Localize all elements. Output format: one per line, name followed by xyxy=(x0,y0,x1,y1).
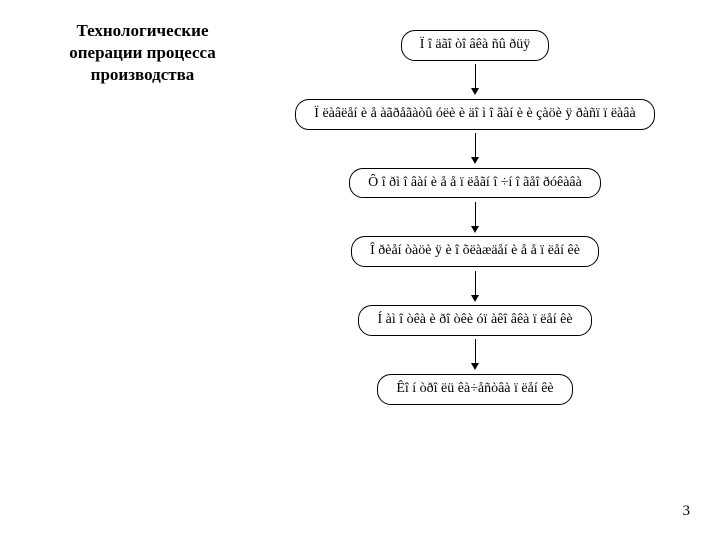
flow-step-3: Ô î ðì î âàí è å å ï ëåãí î ÷í î ãåî ðóê… xyxy=(349,168,601,199)
arrow-5 xyxy=(471,336,479,374)
arrow-2 xyxy=(471,130,479,168)
arrow-1 xyxy=(471,61,479,99)
arrow-3 xyxy=(471,198,479,236)
page-title: Технологические операции процесса произв… xyxy=(45,20,240,86)
flow-step-6: Êî í òðî ëü êà÷åñòâà ï ëåí êè xyxy=(377,374,572,405)
flow-step-2: Ï ëàâëåí è å àãðåãàòû óëè è äî ì î ãàí è… xyxy=(295,99,654,130)
flow-step-1: Ï î äãî òî âêà ñû ðüÿ xyxy=(401,30,549,61)
flow-step-5: Í àì î òêà è ðî òêè óï àêî âêà ï ëåí êè xyxy=(358,305,591,336)
flowchart: Ï î äãî òî âêà ñû ðüÿ Ï ëàâëåí è å àãðåã… xyxy=(260,30,690,405)
arrow-4 xyxy=(471,267,479,305)
flow-step-4: Î ðèåí òàöè ÿ è î õëàæäåí è å å ï ëåí êè xyxy=(351,236,599,267)
page-number: 3 xyxy=(683,503,691,520)
